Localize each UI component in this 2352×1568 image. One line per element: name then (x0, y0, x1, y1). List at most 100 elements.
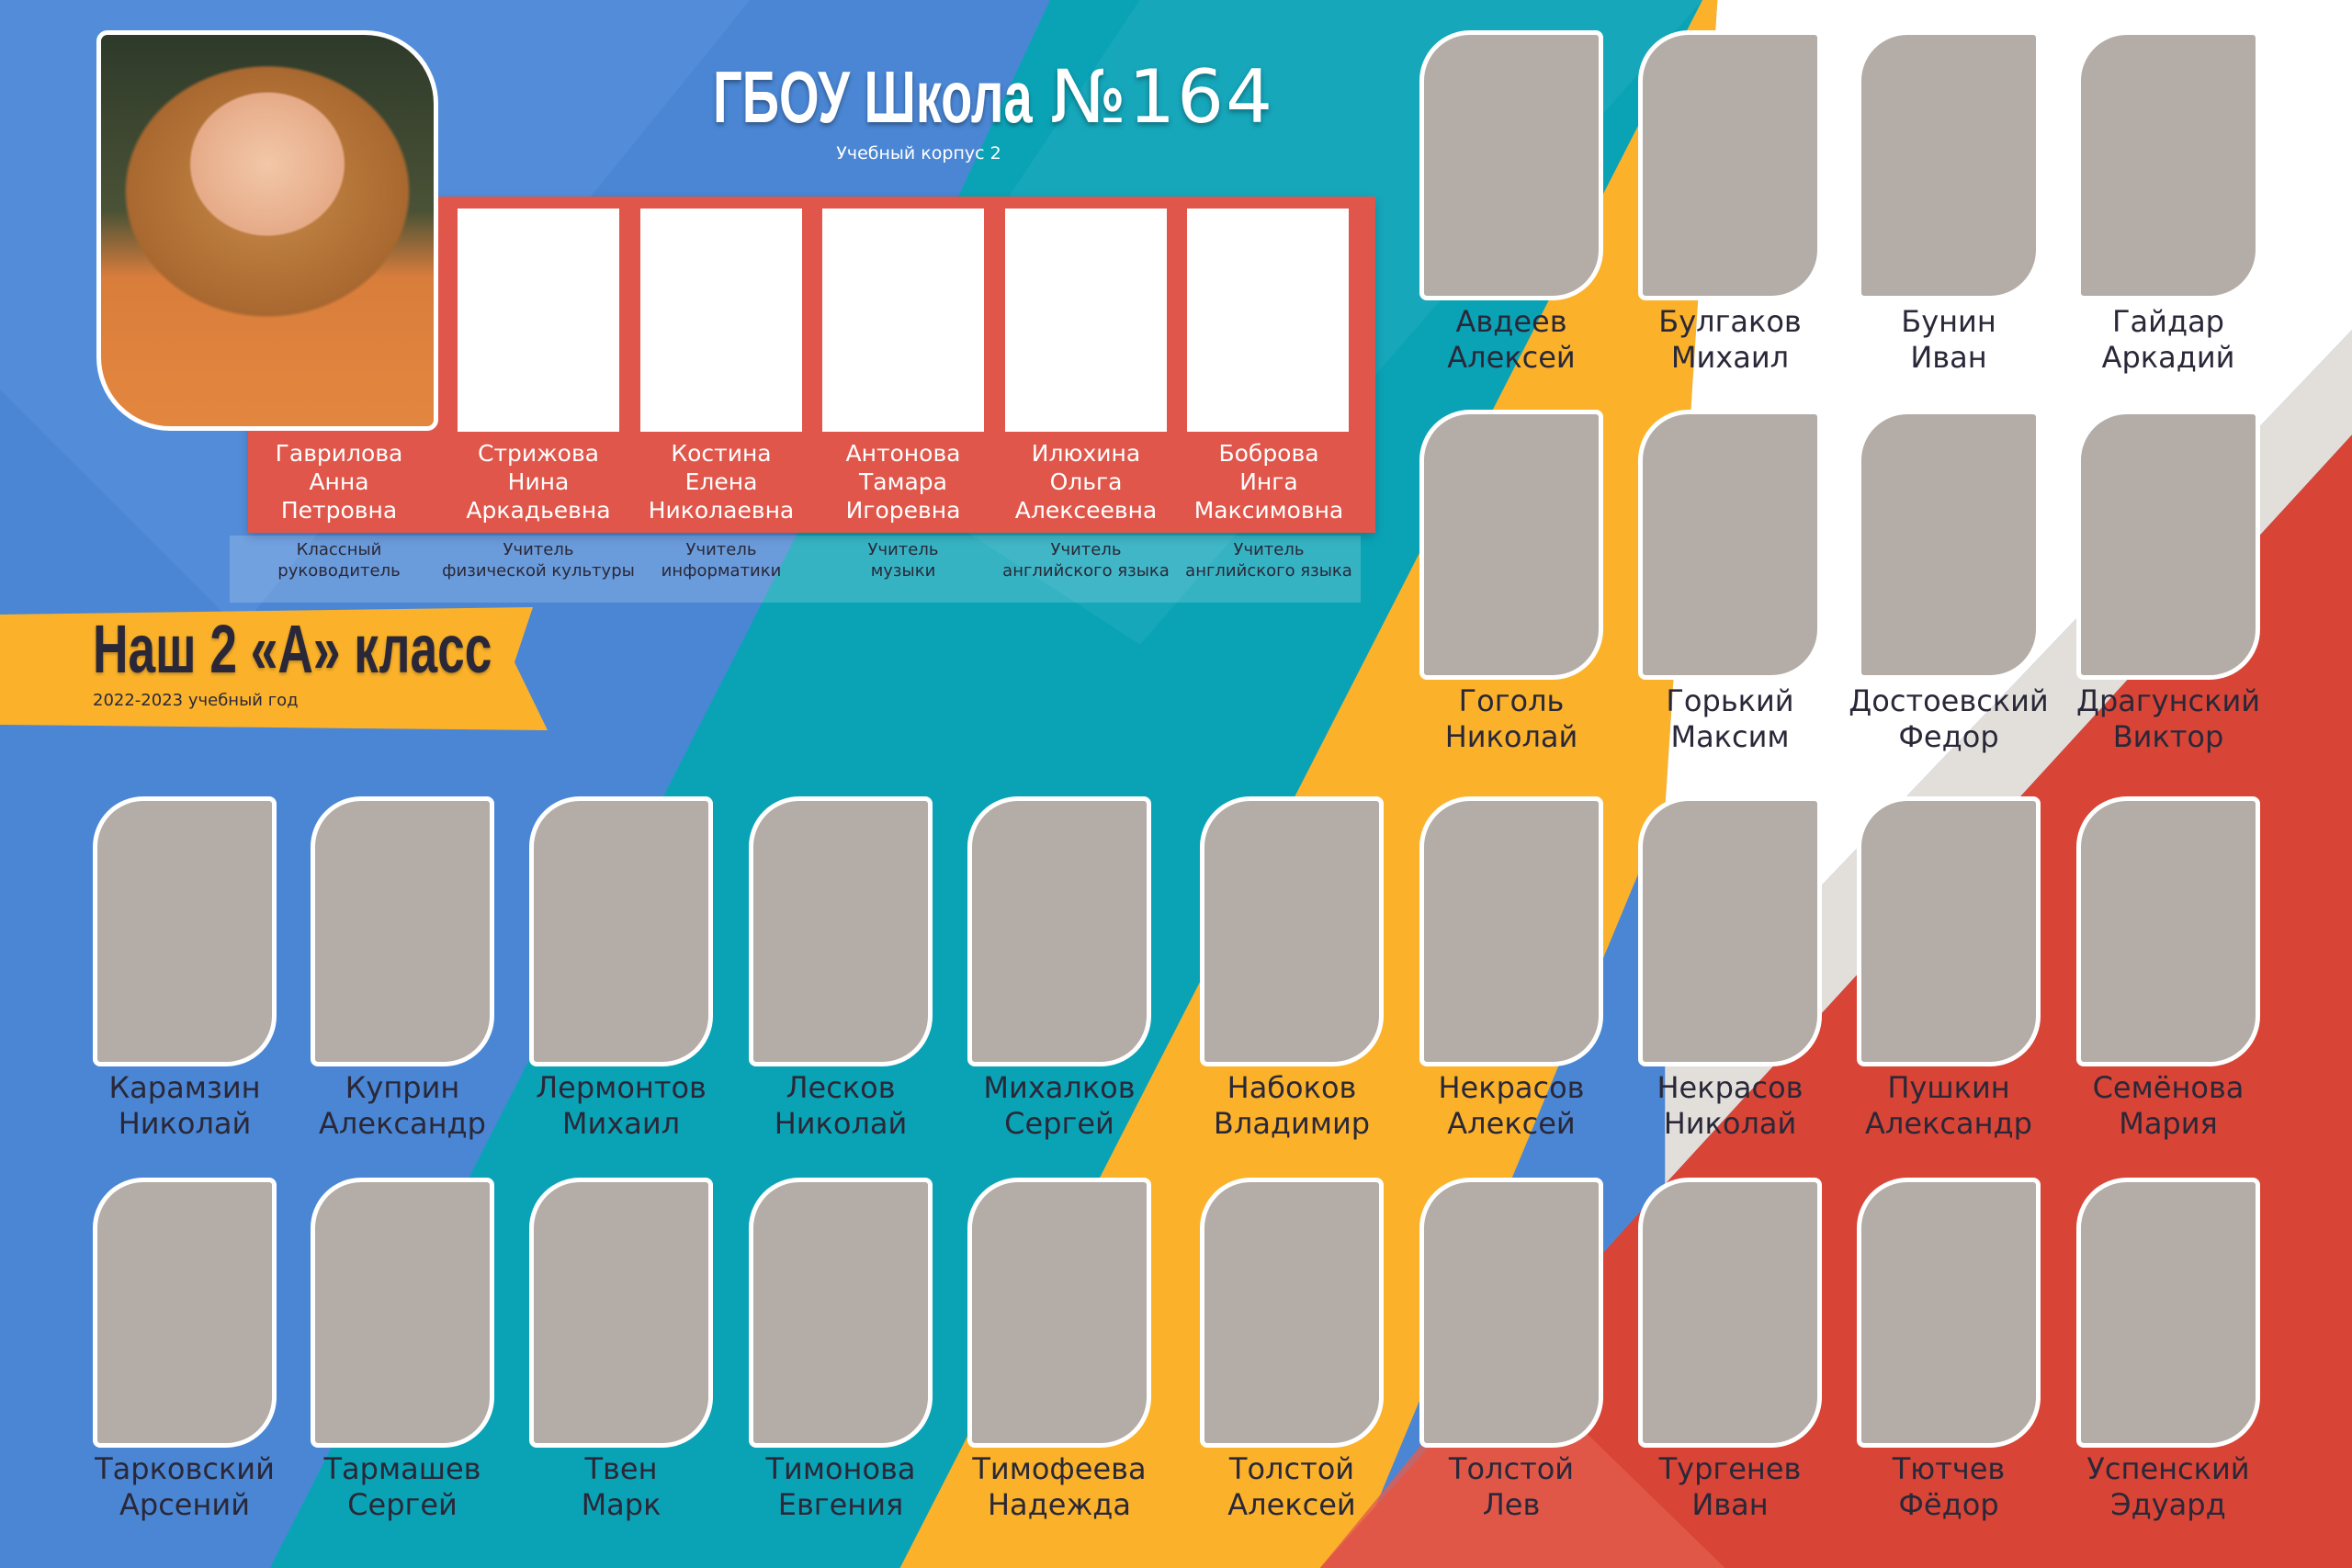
teacher-name-line: Инга (1239, 468, 1298, 495)
student-photo-placeholder (1638, 410, 1822, 680)
student-photo-placeholder (2076, 796, 2260, 1066)
student-surname: Толстой (1448, 1451, 1575, 1486)
teacher-name-line: Костина (671, 440, 772, 467)
class-banner (0, 607, 548, 730)
student-first-name: Алексей (1227, 1487, 1356, 1522)
teacher-role-line: английского языка (1002, 561, 1170, 581)
student-first-name: Сергей (347, 1487, 458, 1522)
student-photo-placeholder (1857, 410, 2041, 680)
student-name: Тимонова Евгения (721, 1451, 960, 1523)
student-name: Семёнова Мария (2049, 1070, 2288, 1142)
student-first-name: Николай (1444, 719, 1578, 754)
student-surname: Куприн (345, 1070, 460, 1105)
student-name: Тургенев Иван (1611, 1451, 1849, 1523)
student-surname: Гайдар (2112, 304, 2224, 339)
student-first-name: Виктор (2112, 719, 2224, 754)
student-name: Тютчев Фёдор (1829, 1451, 2068, 1523)
student-photo-placeholder (1638, 796, 1822, 1066)
school-name: ГБОУ Школа (712, 56, 1033, 138)
student-photo-placeholder (1419, 410, 1603, 680)
student-surname: Некрасов (1438, 1070, 1585, 1105)
student-surname: Михалков (983, 1070, 1136, 1105)
student-name: Булгаков Михаил (1611, 304, 1849, 376)
student-name: Толстой Алексей (1172, 1451, 1411, 1523)
student-first-name: Мария (2119, 1106, 2218, 1141)
school-year: 2022-2023 учебный год (93, 691, 299, 710)
student-first-name: Владимир (1213, 1106, 1371, 1141)
student-name: Достоевский Федор (1829, 683, 2068, 755)
school-title: ГБОУ Школа №164 (0, 61, 1850, 134)
student-photo-placeholder (749, 1178, 933, 1448)
student-photo-placeholder (1419, 1178, 1603, 1448)
student-first-name: Алексей (1447, 340, 1576, 375)
teacher-name-line: Гаврилова (275, 440, 403, 467)
school-subtitle: Учебный корпус 2 (836, 143, 1001, 164)
teacher-role-line: английского языка (1185, 561, 1352, 581)
teacher-name: Боброва Инга Максимовна (1177, 439, 1361, 525)
student-name: Лесков Николай (721, 1070, 960, 1142)
student-photo-placeholder (311, 1178, 494, 1448)
student-name: Набоков Владимир (1172, 1070, 1411, 1142)
student-first-name: Федор (1898, 719, 1999, 754)
student-surname: Горький (1666, 683, 1794, 718)
student-surname: Лесков (786, 1070, 896, 1105)
student-name: Пушкин Александр (1829, 1070, 2068, 1142)
teacher-name-line: Николаевна (648, 497, 795, 524)
teacher-role: Учитель музыки (802, 539, 1004, 581)
student-name: Гайдар Аркадий (2049, 304, 2288, 376)
student-photo-placeholder (2076, 1178, 2260, 1448)
teacher-photo-placeholder (1005, 209, 1167, 432)
teacher-role: Учитель информатики (620, 539, 822, 581)
teacher-role-line: информатики (661, 561, 782, 581)
student-photo-placeholder (529, 1178, 713, 1448)
teacher-name-line: Антонова (845, 440, 961, 467)
student-photo-placeholder (1857, 1178, 2041, 1448)
teacher-name-line: Аркадьевна (466, 497, 611, 524)
student-first-name: Николай (1663, 1106, 1797, 1141)
teacher-photo-placeholder (458, 209, 619, 432)
teacher-role-line: Учитель (503, 540, 574, 559)
student-first-name: Максим (1670, 719, 1790, 754)
teacher-name-line: Стрижова (477, 440, 599, 467)
student-photo-placeholder (967, 1178, 1151, 1448)
student-first-name: Николай (118, 1106, 252, 1141)
teacher-name-line: Боброва (1218, 440, 1319, 467)
teacher-role: Учитель английского языка (1168, 539, 1370, 581)
student-first-name: Михаил (1670, 340, 1790, 375)
teacher-name: Гаврилова Анна Петровна (247, 439, 431, 525)
student-first-name: Аркадий (2101, 340, 2235, 375)
student-first-name: Александр (1865, 1106, 2032, 1141)
student-surname: Тармашев (323, 1451, 481, 1486)
student-photo-placeholder (1200, 1178, 1384, 1448)
teacher-roles-band (230, 536, 1361, 603)
student-photo-placeholder (93, 1178, 277, 1448)
teacher-role-line: Классный (296, 540, 382, 559)
student-surname: Гоголь (1458, 683, 1565, 718)
student-surname: Толстой (1228, 1451, 1355, 1486)
student-surname: Драгунский (2075, 683, 2261, 718)
teacher-name-line: Елена (684, 468, 758, 495)
teacher-role-line: руководитель (277, 561, 401, 581)
student-surname: Бунин (1901, 304, 1996, 339)
student-name: Куприн Александр (283, 1070, 522, 1142)
teacher-role: Классный руководитель (238, 539, 440, 581)
student-name: Лермонтов Михаил (502, 1070, 741, 1142)
student-photo-placeholder (93, 796, 277, 1066)
student-first-name: Эдуард (2110, 1487, 2226, 1522)
student-name: Гоголь Николай (1392, 683, 1631, 755)
class-teacher-photo (96, 30, 438, 431)
teacher-name-line: Илюхина (1031, 440, 1141, 467)
student-surname: Успенский (2086, 1451, 2250, 1486)
teacher-name-line: Анна (309, 468, 369, 495)
teacher-name-line: Нина (507, 468, 570, 495)
teacher-photo-placeholder (1187, 209, 1349, 432)
student-photo-placeholder (749, 796, 933, 1066)
teacher-role-line: Учитель (1233, 540, 1305, 559)
teacher-name-line: Тамара (859, 468, 947, 495)
teacher-name-line: Алексеевна (1014, 497, 1158, 524)
student-photo-placeholder (1638, 1178, 1822, 1448)
teacher-name-line: Игоревна (845, 497, 961, 524)
student-surname: Твен (584, 1451, 658, 1486)
student-photo-placeholder (1857, 796, 2041, 1066)
student-name: Успенский Эдуард (2049, 1451, 2288, 1523)
